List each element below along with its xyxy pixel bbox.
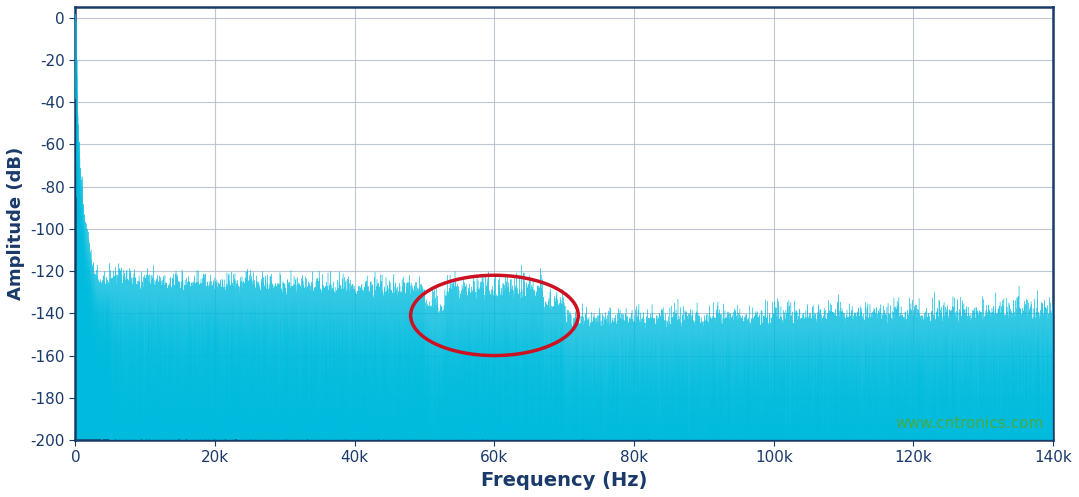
X-axis label: Frequency (Hz): Frequency (Hz) xyxy=(481,471,647,490)
Text: www.cntronics.com: www.cntronics.com xyxy=(894,416,1043,431)
Y-axis label: Amplitude (dB): Amplitude (dB) xyxy=(6,147,25,300)
